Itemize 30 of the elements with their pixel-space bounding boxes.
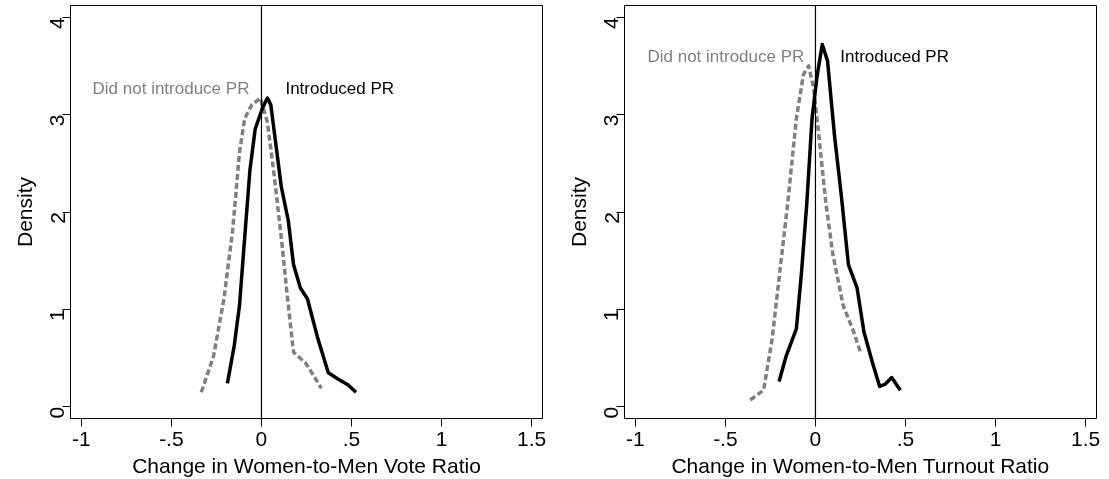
series-label: Introduced PR: [285, 78, 395, 98]
x-tick-label: -1: [71, 426, 91, 450]
x-tick-label: 1.5: [517, 426, 547, 450]
x-tick-label: 0: [809, 426, 822, 450]
x-tick-label: 0: [255, 426, 268, 450]
y-axis-title: Density: [566, 176, 590, 248]
series-label: Introduced PR: [840, 46, 949, 66]
y-tick-label: 0: [599, 406, 623, 419]
y-tick-label: 1: [45, 309, 69, 322]
y-tick-label: 2: [599, 211, 623, 224]
y-tick-label: 2: [45, 211, 69, 224]
x-tick-label: 1: [435, 426, 448, 450]
x-axis-title: Change in Women-to-Men Vote Ratio: [132, 453, 481, 477]
x-tick-label: -.5: [713, 426, 738, 450]
y-tick-label: 0: [45, 406, 69, 419]
y-tick-label: 4: [45, 16, 69, 29]
y-axis-title: Density: [12, 176, 36, 248]
x-tick-label: 1.5: [1071, 426, 1101, 450]
x-tick-label: .5: [896, 426, 915, 450]
y-tick-label: 4: [599, 16, 623, 29]
y-tick-label: 3: [599, 114, 623, 127]
x-axis-title: Change in Women-to-Men Turnout Ratio: [671, 453, 1050, 477]
y-tick-label: 1: [599, 309, 623, 322]
series-label: Did not introduce PR: [647, 46, 805, 66]
series-label: Did not introduce PR: [92, 78, 250, 98]
x-tick-label: .5: [342, 426, 361, 450]
x-tick-label: -.5: [159, 426, 184, 450]
y-tick-label: 3: [45, 114, 69, 127]
x-tick-label: 1: [989, 426, 1002, 450]
x-tick-label: -1: [625, 426, 645, 450]
